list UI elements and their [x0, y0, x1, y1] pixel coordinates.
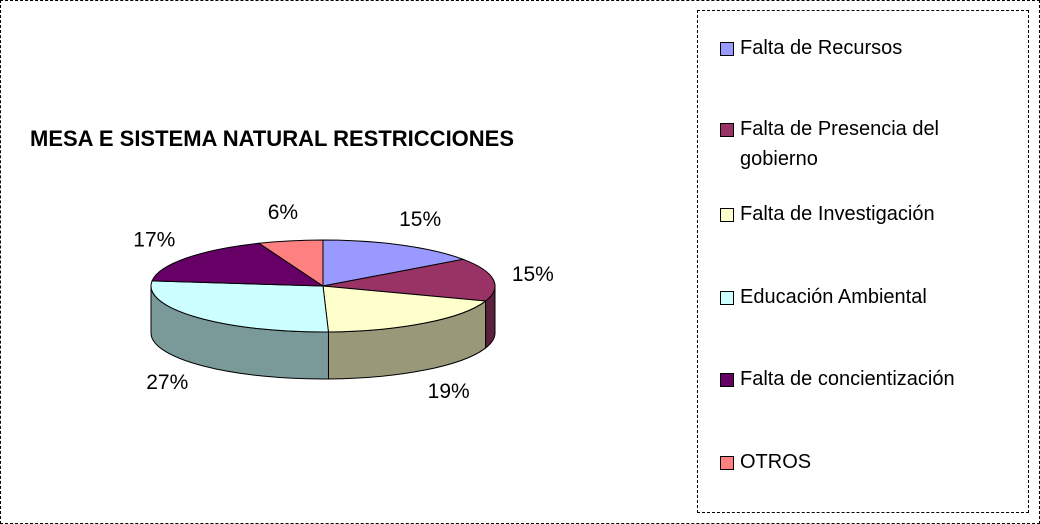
legend-swatch [720, 291, 734, 305]
data-label: 19% [428, 380, 470, 403]
data-label: 6% [268, 201, 298, 224]
legend-item: Educación Ambiental [720, 282, 1020, 312]
legend-item: Falta de Recursos [720, 33, 1020, 63]
data-label: 15% [399, 208, 441, 231]
legend-label: OTROS [740, 451, 812, 473]
legend-label: Falta de Presencia del gobierno [740, 118, 940, 170]
legend-label: Falta de Investigación [740, 203, 935, 225]
pie-slice [151, 242, 325, 287]
chart: MESA E SISTEMA NATURAL RESTRICCIONES 15%… [30, 126, 554, 403]
legend-swatch [720, 123, 734, 137]
legend-swatch [720, 373, 734, 387]
pie-tops [150, 239, 496, 333]
legend-item: OTROS [720, 447, 1020, 477]
data-label: 15% [512, 263, 554, 286]
legend-item: Falta de Presencia del gobierno [720, 114, 1020, 174]
pie-slice [322, 285, 487, 333]
legend-item: Falta de Investigación [720, 199, 1020, 229]
pie-slice [322, 258, 496, 302]
legend-label: Falta de concientización [740, 368, 955, 390]
pie-slice [257, 239, 324, 287]
legend-swatch [720, 456, 734, 470]
pie-slice [150, 280, 330, 333]
legend-swatch [720, 208, 734, 222]
data-label: 17% [133, 229, 175, 252]
legend-item: Falta de concientización [720, 364, 1020, 394]
data-label: 27% [146, 371, 188, 394]
legend-label: Falta de Recursos [740, 37, 903, 59]
pie-slice [322, 239, 465, 287]
chart-title: MESA E SISTEMA NATURAL RESTRICCIONES [30, 126, 514, 151]
legend: Falta de Recursos Falta de Presencia del … [697, 10, 1029, 513]
legend-swatch [720, 42, 734, 56]
legend-label: Educación Ambiental [740, 286, 927, 308]
